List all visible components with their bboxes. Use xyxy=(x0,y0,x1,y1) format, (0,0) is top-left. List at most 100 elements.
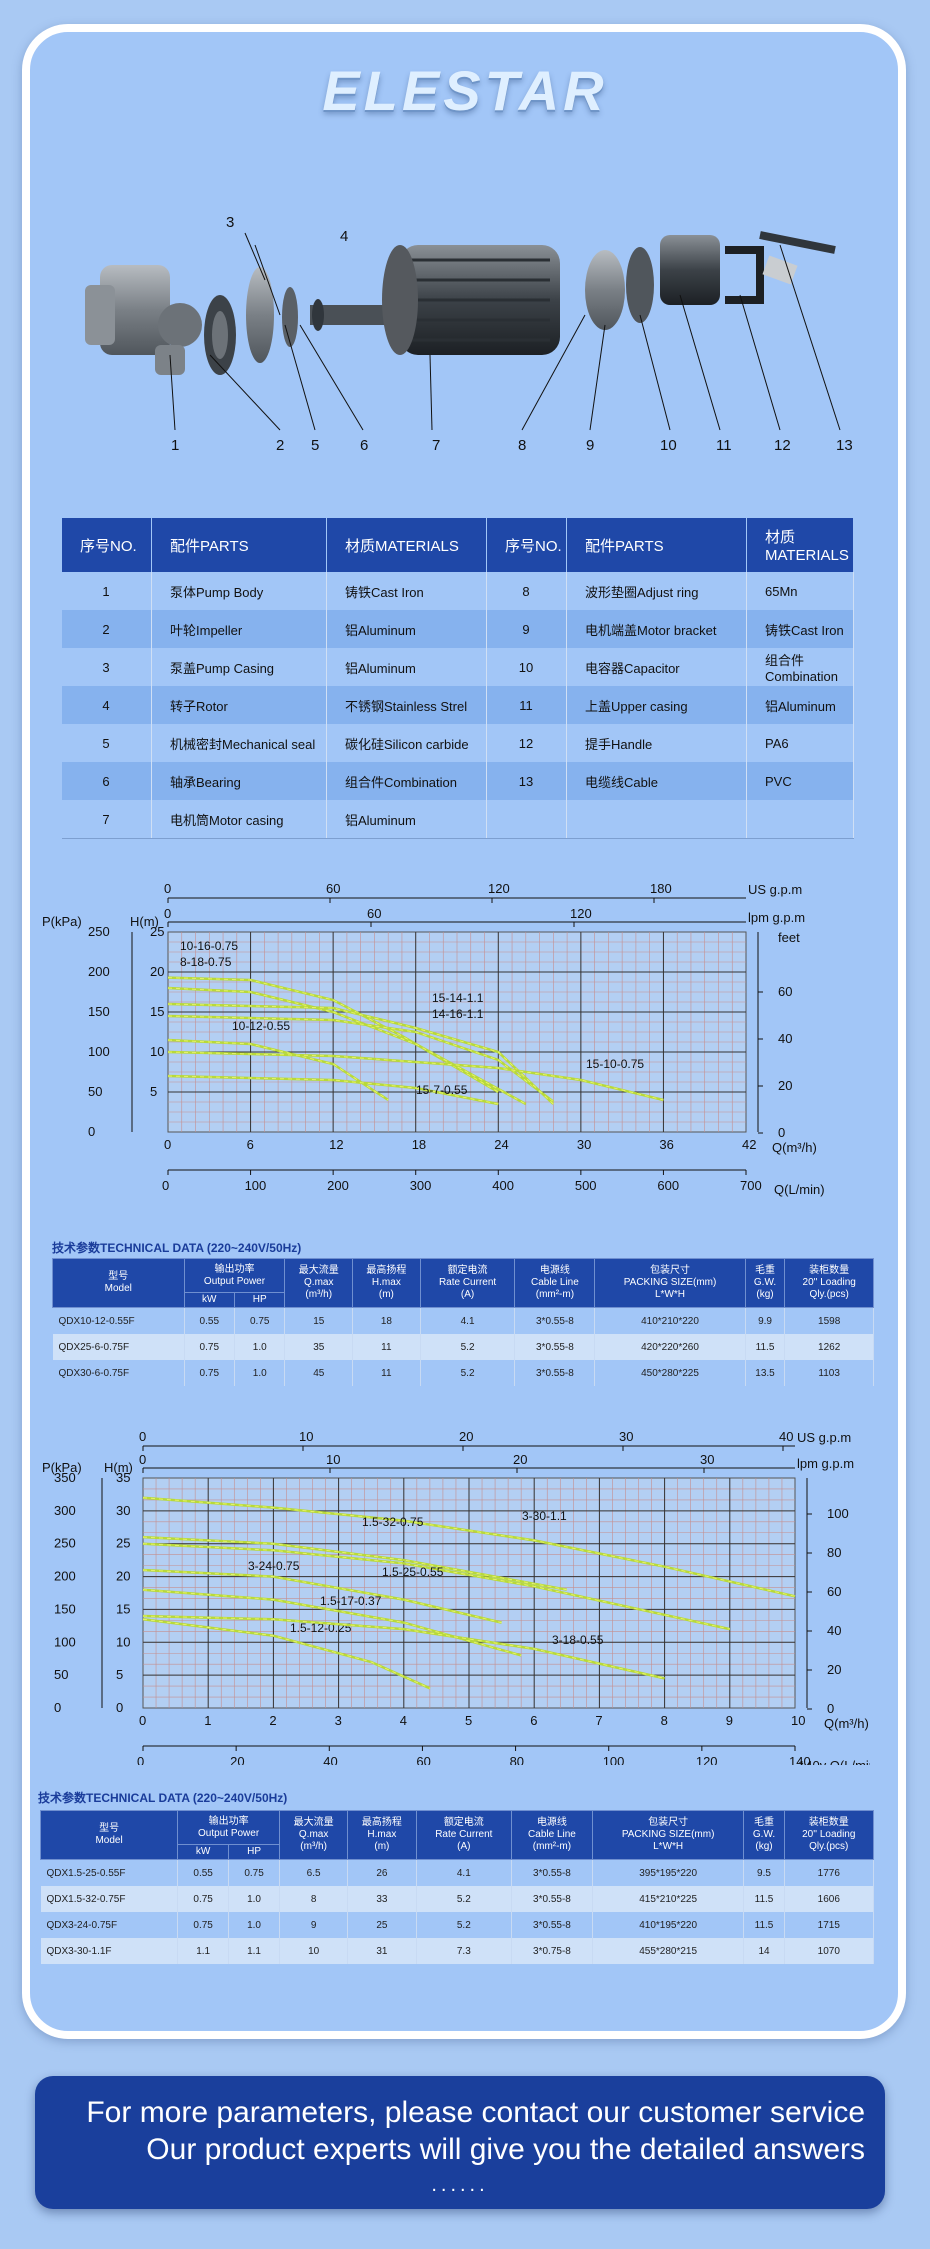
callout-3: 3 xyxy=(226,214,234,231)
part-name: 电容器Capacitor xyxy=(566,648,747,686)
x-tick-label: 7 xyxy=(595,1713,602,1728)
x2-tick-label: 60 xyxy=(416,1754,430,1765)
p-tick-label: 100 xyxy=(88,1044,110,1059)
p-tick-label: 250 xyxy=(54,1536,76,1551)
part-name: 泵盖Pump Casing xyxy=(151,648,327,686)
h-tick-label: 35 xyxy=(116,1470,130,1485)
tech-cell: 0.55 xyxy=(177,1859,230,1886)
callout-11: 11 xyxy=(716,437,732,454)
series-label: 15-7-0.55 xyxy=(416,1083,468,1097)
header-hmax: 最高扬程 H.max (m) xyxy=(347,1810,417,1860)
part-material: 不锈钢Stainless Strel xyxy=(326,686,487,724)
tech-cell: 455*280*215 xyxy=(592,1938,745,1964)
x-tick-label: 42 xyxy=(742,1137,756,1152)
feet-tick-label: 20 xyxy=(827,1662,841,1677)
tech-cell: QDX10-12-0.55F xyxy=(52,1307,185,1334)
part-name: 机械密封Mechanical seal xyxy=(151,724,327,762)
part-material: 铸铁Cast Iron xyxy=(746,610,854,648)
h-axis-label: H(m) xyxy=(130,914,159,929)
callout-1: 1 xyxy=(171,437,179,454)
x2-tick-label: 600 xyxy=(657,1178,679,1193)
feet-tick-label: 20 xyxy=(778,1078,792,1093)
impeller-part xyxy=(204,295,236,375)
p-axis-label: P(kPa) xyxy=(42,1460,82,1475)
x2-tick-label: 80 xyxy=(510,1754,524,1765)
p-tick-label: 150 xyxy=(54,1601,76,1616)
h-axis-label: H(m) xyxy=(104,1460,133,1475)
x2-tick-label: 0 xyxy=(137,1754,144,1765)
p-axis-label: P(kPa) xyxy=(42,914,82,929)
series-highlight xyxy=(142,1536,567,1591)
series-label: 1.5-32-0.75 xyxy=(362,1515,424,1529)
lpm-tick-label: 60 xyxy=(367,906,381,921)
x-tick-label: 10 xyxy=(791,1713,805,1728)
tech-cell: 1.1 xyxy=(177,1938,230,1964)
upper-casing-part xyxy=(660,231,836,305)
tech-cell: 3*0.55-8 xyxy=(514,1334,596,1360)
part-material: 组合件Combination xyxy=(326,762,487,800)
lpm-axis-label: lpm g.p.m xyxy=(748,910,805,925)
tech-cell: 0.75 xyxy=(184,1334,236,1360)
tech-cell: 11.5 xyxy=(743,1912,785,1938)
series-highlight xyxy=(167,1075,499,1105)
header-hp: HP xyxy=(233,1292,286,1308)
tech-cell: 3*0.75-8 xyxy=(511,1938,593,1964)
tech-cell: 9 xyxy=(279,1912,349,1938)
tech-cell: 5.2 xyxy=(420,1360,516,1386)
x-tick-label: 12 xyxy=(329,1137,343,1152)
x-tick-label: 9 xyxy=(726,1713,733,1728)
callout-2: 2 xyxy=(276,437,284,454)
callout-leaders xyxy=(169,232,841,431)
tech-data-table-2: 型号 Model 输出功率 Output Power 最大流量 Q.max (m³/… xyxy=(39,1810,875,1964)
header-packing: 包装尺寸 PACKING SIZE(mm) L*W*H xyxy=(591,1810,745,1860)
tech-cell: 3*0.55-8 xyxy=(514,1307,596,1334)
part-no: 13 xyxy=(486,762,567,800)
feet-tick-label: 40 xyxy=(778,1031,792,1046)
part-no: 4 xyxy=(62,686,152,724)
feet-axis-label: feet xyxy=(778,930,800,945)
h-tick-label: 15 xyxy=(150,1004,164,1019)
h-tick-label: 10 xyxy=(116,1634,130,1649)
callout-4: 4 xyxy=(340,228,348,245)
tech-cell: 3*0.55-8 xyxy=(511,1912,593,1938)
header-kw: kW xyxy=(183,1292,236,1308)
header-loading: 装柜数量 20'' Loading Qly.(pcs) xyxy=(784,1258,874,1308)
header-no-2: 序号NO. xyxy=(486,518,567,572)
us-tick-label: 10 xyxy=(299,1429,313,1444)
callout-8: 8 xyxy=(518,437,526,454)
part-material: 铝Aluminum xyxy=(326,648,487,686)
part-no: 12 xyxy=(486,724,567,762)
tech-row: QDX3-24-0.75F 0.75 1.0 9 25 5.2 3*0.55-8 410*19… xyxy=(40,1912,875,1938)
brand-logo: ELESTAR xyxy=(322,59,608,122)
tech-cell: 0.75 xyxy=(177,1886,230,1912)
part-no: 8 xyxy=(486,572,567,610)
header-model: 型号 Model xyxy=(39,1810,179,1860)
part-material: 铝Aluminum xyxy=(326,610,487,648)
tech-cell: 1776 xyxy=(784,1859,875,1886)
lpm-tick-label: 20 xyxy=(513,1452,527,1467)
parts-row: 4 转子Rotor 不锈钢Stainless Strel 11 上盖Upper casi… xyxy=(62,686,854,724)
x2-tick-label: 200 xyxy=(327,1178,349,1193)
tech-cell: 26 xyxy=(347,1859,417,1886)
tech-cell: 3*0.55-8 xyxy=(514,1360,596,1386)
lpm-tick-label: 0 xyxy=(139,1452,146,1467)
tech-cell: 14 xyxy=(743,1938,785,1964)
tech-cell: 1598 xyxy=(784,1307,874,1334)
x-tick-label: 36 xyxy=(659,1137,673,1152)
lpm-tick-label: 10 xyxy=(326,1452,340,1467)
tech-data-title-2: 技术参数TECHNICAL DATA (220~240V/50Hz) xyxy=(38,1791,288,1805)
tech-cell: 1103 xyxy=(784,1360,874,1386)
tech-row: QDX10-12-0.55F 0.55 0.75 15 18 4.1 3*0.55-8 410… xyxy=(52,1307,874,1334)
header-output-power: 输出功率 Output Power xyxy=(177,1810,280,1845)
tech-cell: 35 xyxy=(284,1334,354,1360)
tech-cell: 4.1 xyxy=(420,1307,516,1334)
callout-13: 13 xyxy=(836,437,853,454)
x2-tick-label: 100 xyxy=(245,1178,267,1193)
part-name: 转子Rotor xyxy=(151,686,327,724)
tech-cell: 11.5 xyxy=(745,1334,786,1360)
h-tick-label: 5 xyxy=(116,1667,123,1682)
x2-tick-label: 100 xyxy=(603,1754,625,1765)
x2-axis-label: Q(L/min) xyxy=(774,1182,825,1197)
part-no: 7 xyxy=(62,800,152,839)
tech-cell: 3*0.55-8 xyxy=(511,1859,593,1886)
